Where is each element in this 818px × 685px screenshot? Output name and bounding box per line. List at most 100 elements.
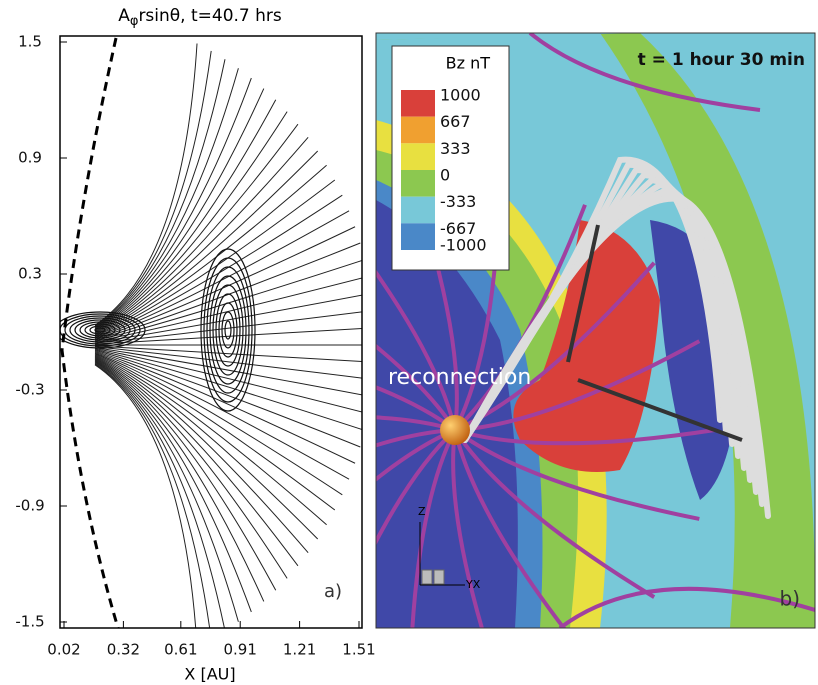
contour-line xyxy=(94,294,362,343)
x-tick-label: 0.91 xyxy=(224,641,257,659)
annotation: reconnection xyxy=(388,365,531,390)
contour-line xyxy=(94,354,327,526)
boundary-line xyxy=(60,37,120,628)
contour-line xyxy=(94,348,362,413)
x-tick-label: 1.21 xyxy=(283,641,316,659)
contour-line xyxy=(94,164,327,336)
field-line xyxy=(454,428,716,446)
field-line xyxy=(376,415,456,432)
field-line xyxy=(376,428,456,448)
axis-box xyxy=(433,569,445,585)
colorbar-tick-label: -333 xyxy=(440,192,476,211)
contour-line xyxy=(200,248,256,412)
colorbar-tick-label: -667 xyxy=(440,219,476,238)
contour-line xyxy=(221,311,235,349)
contour-line xyxy=(94,210,350,339)
axis-label: Z xyxy=(418,505,426,518)
contour-line xyxy=(94,358,288,579)
sun xyxy=(440,415,470,445)
field-line xyxy=(376,428,456,482)
contour-line xyxy=(94,359,265,602)
contour-line xyxy=(94,88,265,331)
field-line xyxy=(376,385,457,432)
region xyxy=(376,200,518,628)
contour-line xyxy=(94,360,252,613)
contour-line xyxy=(60,313,141,347)
contour-plot xyxy=(60,37,362,628)
axis-label: YX xyxy=(465,578,481,591)
contour-line xyxy=(94,362,225,628)
field-line xyxy=(558,586,815,628)
colorbar-swatch xyxy=(401,116,435,144)
contour-line xyxy=(60,311,146,349)
colorbar-title: Bz nT xyxy=(446,54,491,73)
contour-line xyxy=(89,325,111,335)
x-tick-label: 0.32 xyxy=(107,641,140,659)
contour-line xyxy=(94,358,277,591)
colorbar: Bz nT 1000 667 333 0 -333 -667-1000 xyxy=(391,45,510,271)
contour-line xyxy=(94,357,299,567)
contour-line xyxy=(94,77,252,330)
y-tick-label: 1.5 xyxy=(18,33,42,51)
contour-line xyxy=(64,315,136,345)
contour-line xyxy=(94,351,350,480)
colorbar-swatch xyxy=(401,196,435,224)
y-tick-label: -0.9 xyxy=(15,497,44,515)
contour-line xyxy=(94,347,362,396)
plot-frame xyxy=(59,35,363,629)
colorbar-tick-label: 333 xyxy=(440,139,471,158)
contour-line xyxy=(94,361,239,622)
title-part: φ xyxy=(130,14,139,29)
field-map: reconnection t = 1 hour 30 min b) Z YX B… xyxy=(376,33,815,628)
contour-line xyxy=(94,349,362,431)
y-tick-label: 0.3 xyxy=(18,265,42,283)
contour-line xyxy=(203,257,253,403)
contour-line xyxy=(84,323,116,337)
colorbar-swatch xyxy=(401,170,435,197)
contour-line xyxy=(94,346,362,379)
y-tick-label: -1.5 xyxy=(15,613,44,631)
flux-tube xyxy=(462,195,771,519)
panel-title: t = 1 hour 30 min xyxy=(638,50,805,70)
x-tick-label: 0.02 xyxy=(47,641,80,659)
field-line xyxy=(453,429,567,628)
axis-triad: Z YX xyxy=(418,505,481,591)
panel-title: Aφrsinθ, t=40.7 hrs xyxy=(118,6,282,29)
panel-label: a) xyxy=(324,581,342,602)
annotation-line xyxy=(577,378,743,442)
contour-line xyxy=(94,356,309,554)
contour-line xyxy=(94,327,106,333)
y-tick-label: 0.9 xyxy=(18,149,42,167)
field-line xyxy=(376,428,457,546)
contour-line xyxy=(74,319,126,341)
contour-line xyxy=(215,293,241,367)
colorbar-tick-label: 1000 xyxy=(440,86,481,105)
flux-tubes xyxy=(462,156,771,519)
x-tick-label: 1.51 xyxy=(342,641,375,659)
contour-line xyxy=(94,179,336,337)
colorbar-swatch xyxy=(401,90,435,117)
contour-line xyxy=(94,355,319,540)
x-axis-label: X [AU] xyxy=(184,665,235,684)
colorbar-swatch xyxy=(401,143,435,170)
contour-line xyxy=(94,353,336,511)
annotation-line xyxy=(566,224,600,363)
x-tick-label: 0.61 xyxy=(164,641,197,659)
title-part: A xyxy=(118,6,130,26)
field-line xyxy=(528,33,761,112)
field-line xyxy=(410,429,457,628)
contour-line xyxy=(94,349,361,448)
panel-label: b) xyxy=(780,587,801,611)
field-line xyxy=(453,428,656,599)
contour-line xyxy=(94,59,226,328)
field-line xyxy=(451,429,484,628)
colorbar-tick-label: 0 xyxy=(440,166,450,185)
contour-line xyxy=(94,68,239,329)
contour-line xyxy=(209,275,247,385)
field-line xyxy=(376,343,457,432)
contour-line xyxy=(94,350,356,464)
contour-line xyxy=(212,284,244,376)
contour-line xyxy=(79,321,121,339)
contour-line xyxy=(224,320,232,340)
